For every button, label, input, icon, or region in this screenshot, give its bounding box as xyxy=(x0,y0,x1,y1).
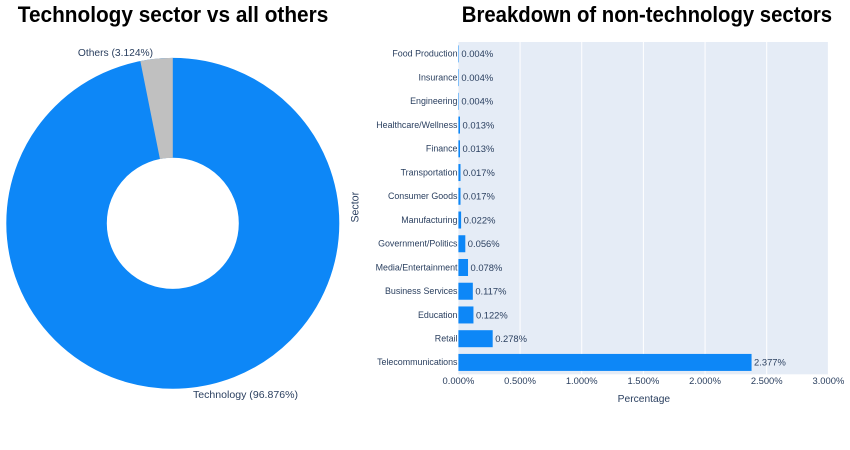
svg-text:2.500%: 2.500% xyxy=(751,375,783,386)
svg-text:0.004%: 0.004% xyxy=(461,72,493,83)
svg-text:0.122%: 0.122% xyxy=(476,309,508,320)
svg-text:Others (3.124%): Others (3.124%) xyxy=(78,48,153,59)
svg-text:0.013%: 0.013% xyxy=(463,143,495,154)
svg-text:0.004%: 0.004% xyxy=(461,96,493,107)
svg-text:0.500%: 0.500% xyxy=(504,375,536,386)
svg-text:2.377%: 2.377% xyxy=(754,357,786,368)
svg-text:Business Services: Business Services xyxy=(385,286,458,296)
svg-text:1.000%: 1.000% xyxy=(566,375,598,386)
svg-text:0.117%: 0.117% xyxy=(475,286,506,297)
svg-text:Percentage: Percentage xyxy=(618,394,671,405)
svg-text:Government/Politics: Government/Politics xyxy=(378,239,458,249)
svg-text:Breakdown of non-technology se: Breakdown of non-technology sectors xyxy=(462,2,832,27)
svg-text:Education: Education xyxy=(418,310,458,320)
svg-text:2.000%: 2.000% xyxy=(689,375,721,386)
svg-text:0.017%: 0.017% xyxy=(463,191,495,202)
svg-text:Media/Entertainment: Media/Entertainment xyxy=(376,262,458,272)
svg-text:0.013%: 0.013% xyxy=(463,119,495,130)
svg-text:Food Production: Food Production xyxy=(392,49,457,59)
svg-text:Consumer Goods: Consumer Goods xyxy=(388,191,458,201)
svg-text:Healthcare/Wellness: Healthcare/Wellness xyxy=(376,120,458,130)
svg-text:Telecommunications: Telecommunications xyxy=(377,357,458,367)
svg-text:Insurance: Insurance xyxy=(419,72,458,82)
svg-text:Engineering: Engineering xyxy=(410,96,457,106)
svg-text:Sector: Sector xyxy=(350,191,362,222)
svg-text:0.078%: 0.078% xyxy=(471,262,503,273)
svg-text:0.000%: 0.000% xyxy=(443,375,475,386)
svg-text:3.000%: 3.000% xyxy=(812,375,844,386)
svg-text:0.278%: 0.278% xyxy=(495,333,527,344)
svg-text:0.017%: 0.017% xyxy=(463,167,495,178)
svg-text:Technology (96.876%): Technology (96.876%) xyxy=(193,390,298,401)
svg-text:1.500%: 1.500% xyxy=(627,375,659,386)
svg-text:Finance: Finance xyxy=(426,144,458,154)
svg-text:Manufacturing: Manufacturing xyxy=(401,215,457,225)
svg-text:Technology sector vs all other: Technology sector vs all others xyxy=(18,2,329,27)
svg-text:0.022%: 0.022% xyxy=(464,214,496,225)
svg-text:Transportation: Transportation xyxy=(401,167,458,177)
svg-text:Retail: Retail xyxy=(435,334,458,344)
svg-text:0.056%: 0.056% xyxy=(468,238,500,249)
svg-text:0.004%: 0.004% xyxy=(461,48,493,59)
